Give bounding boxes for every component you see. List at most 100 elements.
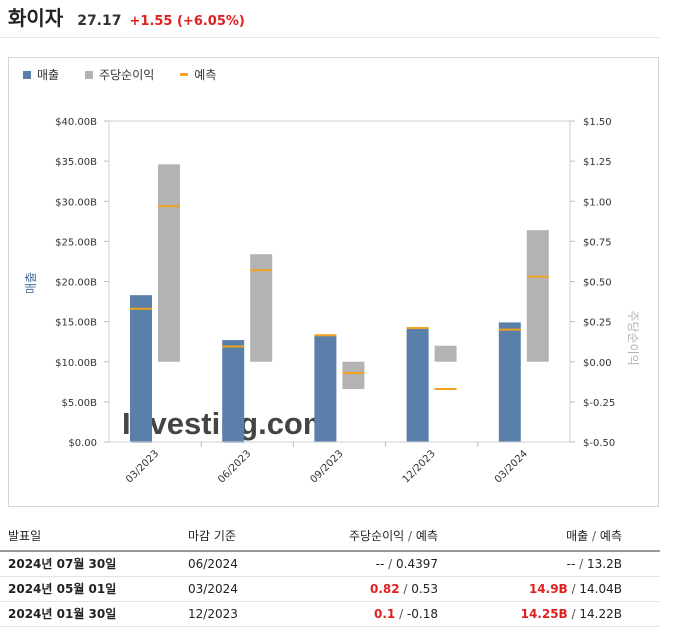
eps-bar — [158, 164, 180, 362]
eps-bar — [250, 254, 273, 362]
left-tick-label: $25.00B — [55, 237, 97, 248]
row-revenue: -- / 13.2B — [567, 552, 622, 576]
right-tick-label: $-0.50 — [583, 438, 615, 449]
chart-forecast-marks — [130, 205, 549, 391]
row-eps-actual: 0.1 — [373, 607, 396, 621]
revenue-bar — [498, 322, 521, 442]
left-tick-label: $35.00B — [55, 157, 97, 168]
right-tick-label: $0.75 — [583, 237, 612, 248]
header-revenue-label: 매출 — [566, 529, 589, 543]
row-revenue-actual: 14.9B — [528, 582, 568, 596]
row-date: 2024년 07월 30일 — [8, 557, 117, 571]
table-row[interactable]: 2024년 07월 30일 06/2024 -- / 0.4397 -- / 13.2… — [0, 552, 660, 577]
x-tick-label: 03/2023 — [124, 448, 161, 485]
header-eps-label: 주당순이익 — [349, 529, 405, 543]
left-tick-label: $0.00 — [68, 438, 97, 449]
header-eps: 주당순이익 / 예측 — [349, 523, 438, 550]
right-axis-label: 주당순이익 — [626, 310, 640, 365]
row-revenue-forecast: 14.22B — [579, 607, 622, 621]
plot-frame — [108, 120, 571, 443]
x-tick-label: 09/2023 — [308, 448, 345, 485]
row-revenue-forecast: 14.04B — [579, 582, 622, 596]
left-tick-label: $10.00B — [55, 358, 97, 369]
table-header: 발표일 마감 기준 주당순이익 / 예측 매출 / 예측 — [0, 523, 660, 552]
row-eps-forecast: -0.18 — [406, 607, 438, 621]
row-eps-forecast: 0.4397 — [396, 557, 438, 571]
row-revenue-forecast: 13.2B — [587, 557, 622, 571]
row-eps-sep: / — [399, 607, 404, 621]
stock-header: 화이자 27.17 +1.55 (+6.05%) — [8, 2, 245, 32]
left-axis-label: 매출 — [24, 272, 38, 294]
row-eps-actual: 0.82 — [369, 582, 400, 596]
earnings-table: 발표일 마감 기준 주당순이익 / 예측 매출 / 예측 2024년 07월 3… — [0, 523, 660, 627]
right-tick-label: $0.50 — [583, 278, 612, 289]
chart-legend: 매출 주당순이익 예측 — [23, 66, 242, 83]
eps-bar — [526, 230, 549, 362]
row-eps: 0.1 / -0.18 — [374, 602, 438, 626]
left-tick-label: $15.00B — [55, 318, 97, 329]
legend-item-eps[interactable]: 주당순이익 — [85, 66, 154, 83]
right-tick-label: $0.25 — [583, 318, 612, 329]
right-tick-label: $1.50 — [583, 117, 612, 128]
row-revenue-sep: / — [571, 607, 576, 621]
legend-item-revenue[interactable]: 매출 — [23, 66, 59, 83]
table-row[interactable]: 2024년 01월 30일 12/2023 0.1 / -0.18 14.25B / … — [0, 602, 660, 627]
x-tick-label: 12/2023 — [401, 448, 438, 485]
chart-plot: $0.00 $5.00B $10.00B $15.00B $20.00B $25.00B $… — [24, 117, 640, 485]
row-revenue-actual: 14.25B — [520, 607, 568, 621]
row-revenue: 14.9B / 14.04B — [529, 577, 622, 601]
header-period: 마감 기준 — [188, 529, 236, 543]
left-axis-ticks: $0.00 $5.00B $10.00B $15.00B $20.00B $25.00B $… — [55, 117, 109, 449]
revenue-bar — [130, 295, 152, 442]
header-revenue-sep: / — [592, 529, 597, 543]
right-tick-label: $0.00 — [583, 358, 612, 369]
row-period: 03/2024 — [188, 582, 238, 596]
header-revenue-forecast-label: 예측 — [599, 529, 622, 543]
header-revenue: 매출 / 예측 — [566, 523, 622, 550]
left-tick-label: $5.00B — [62, 398, 98, 409]
row-revenue: 14.25B / 14.22B — [521, 602, 622, 626]
row-revenue-actual: -- — [566, 557, 576, 571]
table-row[interactable]: 2024년 05월 01일 03/2024 0.82 / 0.53 14.9B / 1… — [0, 577, 660, 602]
row-eps-forecast: 0.53 — [411, 582, 438, 596]
right-tick-label: $1.25 — [583, 157, 612, 168]
row-period: 06/2024 — [188, 557, 238, 571]
row-eps-actual: -- — [375, 557, 385, 571]
x-axis-ticks: 03/2023 06/2023 09/2023 12/2023 03/2024 — [124, 442, 530, 485]
price-change: +1.55 (+6.05%) — [129, 14, 245, 29]
left-tick-label: $40.00B — [55, 117, 97, 128]
row-eps-sep: / — [403, 582, 408, 596]
stock-name: 화이자 — [8, 6, 64, 30]
header-eps-sep: / — [408, 529, 413, 543]
row-revenue-sep: / — [571, 582, 576, 596]
row-date: 2024년 01월 30일 — [8, 607, 117, 621]
revenue-bar — [314, 336, 337, 442]
right-axis-ticks: $-0.50 $-0.25 $0.00 $0.25 $0.50 $0.75 $1.00 $1.… — [570, 117, 615, 449]
row-eps: -- / 0.4397 — [376, 552, 438, 576]
legend-label-forecast: 예측 — [194, 68, 217, 82]
row-period: 12/2023 — [188, 607, 238, 621]
header-eps-forecast-label: 예측 — [415, 529, 438, 543]
chart-bars — [130, 164, 549, 442]
left-tick-label: $30.00B — [55, 197, 97, 208]
eps-bar — [434, 345, 457, 362]
left-tick-label: $20.00B — [55, 278, 97, 289]
header-divider — [0, 37, 660, 38]
row-eps-sep: / — [388, 557, 393, 571]
header-date: 발표일 — [8, 529, 42, 543]
row-eps: 0.82 / 0.53 — [370, 577, 438, 601]
eps-bar — [342, 361, 365, 390]
stock-price: 27.17 — [77, 13, 122, 29]
revenue-bar — [222, 340, 245, 442]
row-date: 2024년 05월 01일 — [8, 582, 117, 596]
legend-swatch-eps — [85, 70, 94, 79]
legend-label-revenue: 매출 — [37, 68, 60, 82]
legend-swatch-revenue — [23, 70, 31, 79]
x-tick-label: 03/2024 — [493, 448, 530, 485]
table-body: 2024년 07월 30일 06/2024 -- / 0.4397 -- / 13.2… — [0, 552, 660, 627]
legend-label-eps: 주당순이익 — [99, 68, 155, 82]
legend-item-forecast[interactable]: 예측 — [180, 66, 216, 83]
legend-swatch-forecast — [180, 73, 189, 76]
right-tick-label: $1.00 — [583, 197, 612, 208]
revenue-bar — [406, 327, 429, 442]
